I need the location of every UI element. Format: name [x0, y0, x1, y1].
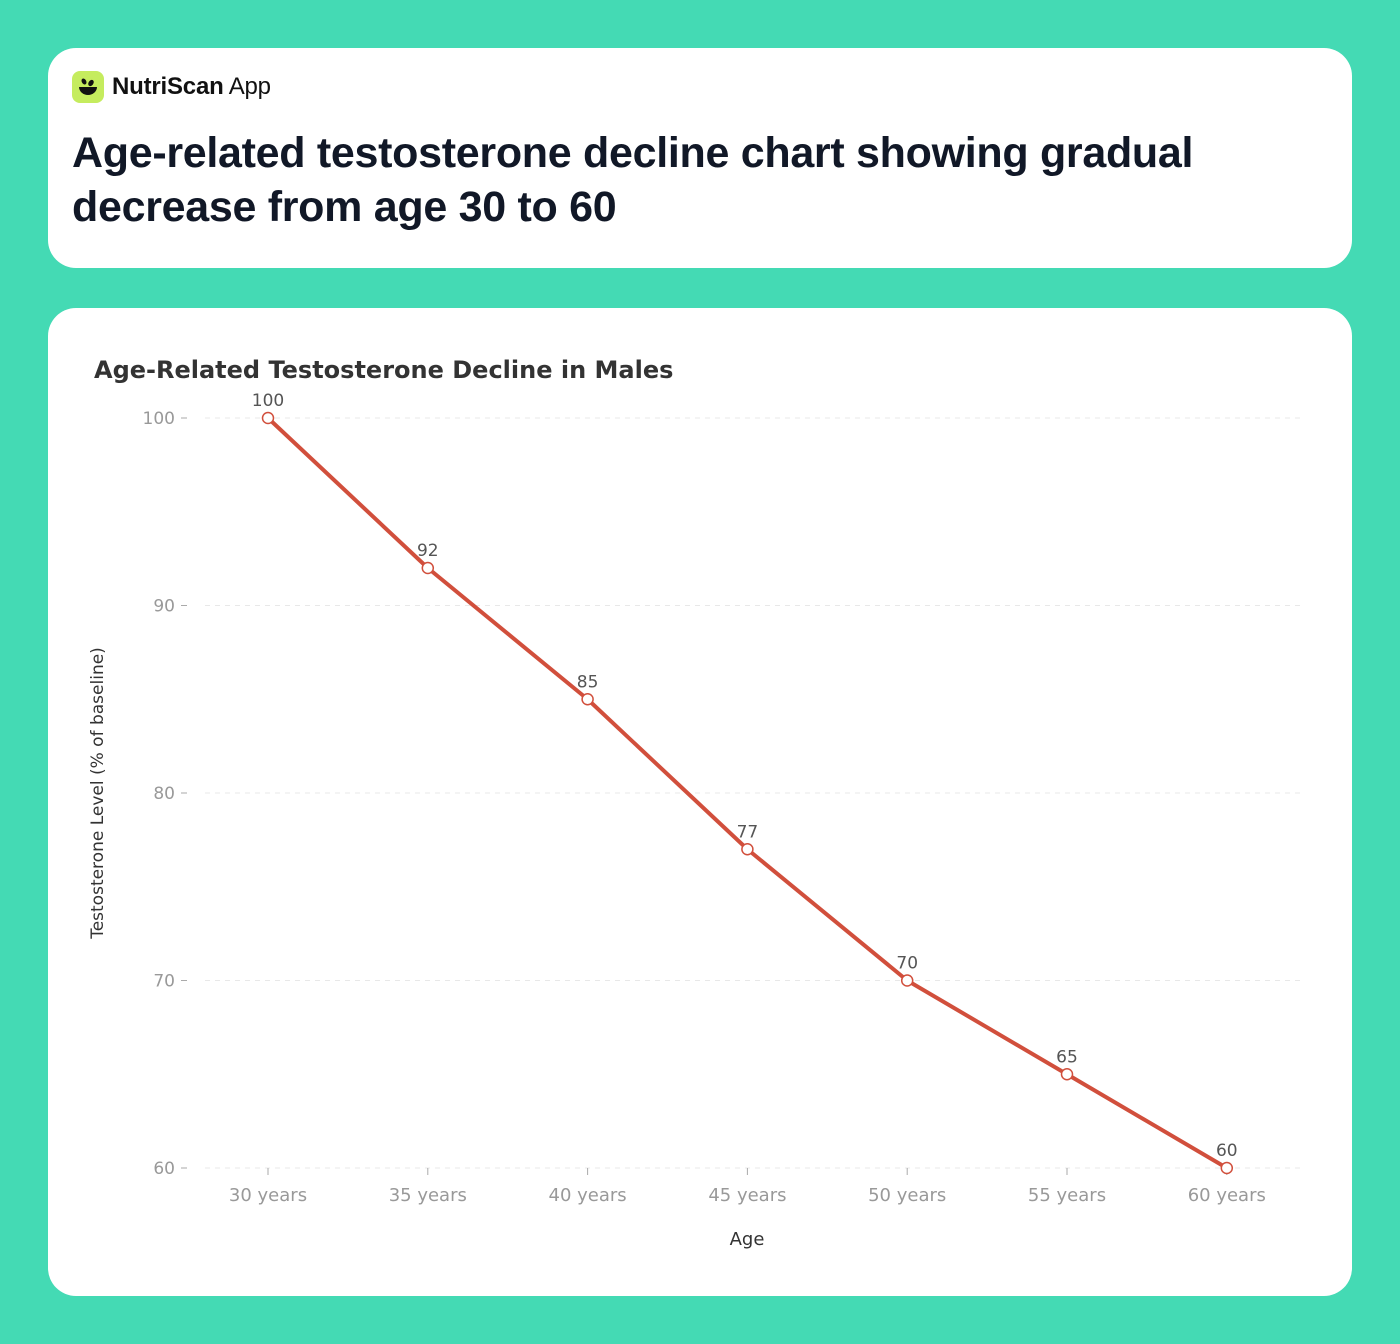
x-tick-label: 30 years: [229, 1185, 307, 1206]
data-point: [1060, 1068, 1074, 1081]
x-tick-label: 45 years: [708, 1185, 786, 1206]
x-tick-label: 55 years: [1028, 1185, 1106, 1206]
x-tick-label: 35 years: [389, 1185, 467, 1206]
chart-card: Age-Related Testosterone Decline in Male…: [48, 308, 1352, 1296]
x-axis-label: Age: [730, 1229, 765, 1250]
y-axis: 100 90 80 70 60: [143, 409, 187, 1179]
data-label: 77: [737, 822, 759, 842]
y-axis-label: Testosterone Level (% of baseline): [88, 647, 108, 940]
data-label: 92: [417, 541, 439, 561]
y-tick-label: 80: [153, 784, 175, 804]
data-label: 60: [1216, 1141, 1238, 1161]
header-card: NutriScan App Age-related testosterone d…: [48, 48, 1352, 268]
x-tick-label: 50 years: [868, 1185, 946, 1206]
brand-name-bold: NutriScan: [112, 73, 224, 100]
y-tick-label: 90: [153, 597, 175, 617]
data-point: [581, 693, 594, 706]
data-point: [261, 411, 275, 425]
data-point: [421, 561, 435, 575]
chart-title: Age-Related Testosterone Decline in Male…: [94, 356, 673, 384]
x-tick-label: 40 years: [549, 1185, 627, 1206]
bowl-with-leaves-icon: [72, 71, 104, 103]
brand: NutriScan App: [72, 71, 271, 103]
data-label: 65: [1056, 1047, 1078, 1067]
x-axis: 30 years 35 years 40 years 45 years 50 years…: [229, 1168, 1266, 1206]
data-point: [1220, 1161, 1234, 1175]
gridlines: [205, 417, 1300, 1169]
data-labels: 100 92 85 77 70 65 60: [252, 391, 1238, 1161]
y-tick-label: 70: [153, 972, 175, 992]
y-tick-label: 100: [143, 409, 175, 429]
data-point: [900, 974, 914, 987]
data-label: 70: [896, 954, 918, 974]
x-tick-label: 60 years: [1188, 1185, 1266, 1206]
line-chart: Age-Related Testosterone Decline in Male…: [88, 356, 1300, 1250]
data-point: [741, 843, 754, 856]
data-markers: [261, 411, 1234, 1175]
brand-name-regular: App: [228, 73, 271, 100]
data-label: 85: [577, 672, 599, 692]
page-title: Age-related testosterone decline chart s…: [72, 129, 1194, 231]
brand-name: NutriScan App: [112, 73, 271, 101]
data-label: 100: [252, 391, 284, 411]
y-tick-label: 60: [153, 1159, 175, 1179]
